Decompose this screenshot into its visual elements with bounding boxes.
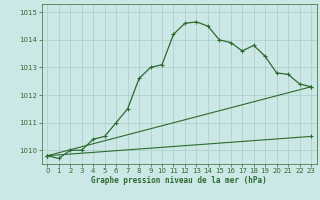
X-axis label: Graphe pression niveau de la mer (hPa): Graphe pression niveau de la mer (hPa)	[91, 176, 267, 185]
